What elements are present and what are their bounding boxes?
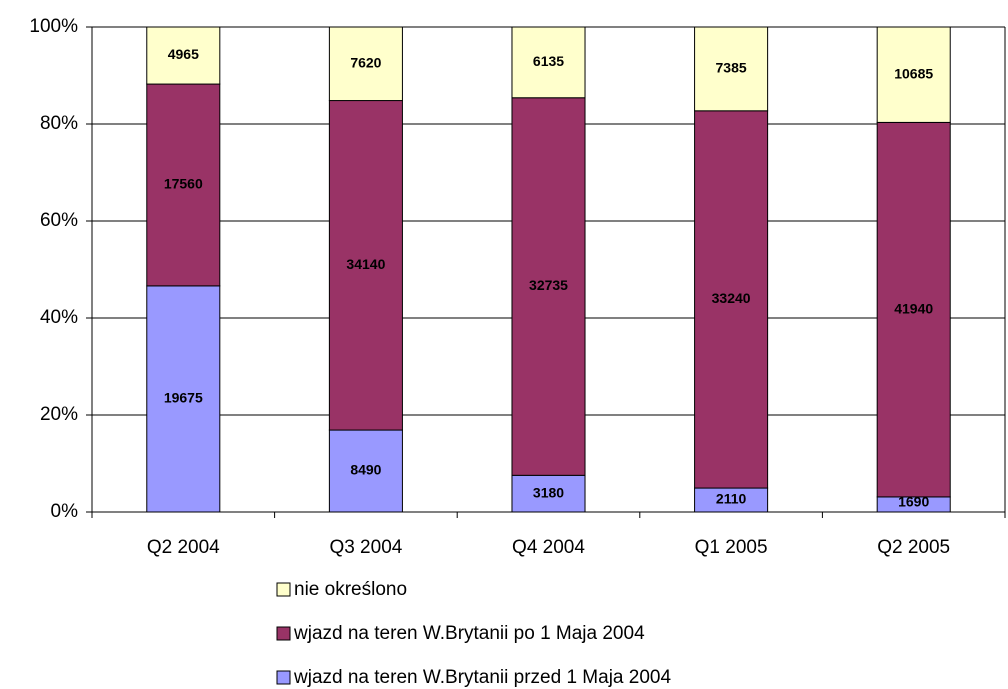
bar-segment bbox=[511, 474, 586, 513]
x-tick-label: Q2 2004 bbox=[147, 537, 220, 558]
data-label: 32735 bbox=[529, 277, 568, 293]
bar-segment bbox=[146, 26, 221, 85]
bar-segment bbox=[694, 26, 769, 112]
data-label: 17560 bbox=[164, 176, 203, 192]
data-label: 41940 bbox=[894, 300, 933, 316]
x-tick-label: Q3 2004 bbox=[329, 537, 402, 558]
data-label: 10685 bbox=[894, 65, 933, 81]
y-tick-label: 100% bbox=[29, 16, 78, 37]
data-label: 4965 bbox=[168, 46, 199, 62]
bar-segment bbox=[328, 100, 403, 431]
data-label: 33240 bbox=[712, 290, 751, 306]
data-label: 1690 bbox=[898, 494, 929, 510]
y-tick-label: 80% bbox=[40, 113, 78, 134]
data-label: 3180 bbox=[533, 484, 564, 500]
legend-label: wjazd na teren W.Brytanii przed 1 Maja 2… bbox=[293, 667, 671, 688]
data-label: 6135 bbox=[533, 53, 564, 69]
y-tick-label: 40% bbox=[40, 307, 78, 328]
data-label: 7620 bbox=[350, 54, 381, 70]
bar-segment bbox=[694, 110, 769, 489]
bar-segment bbox=[146, 285, 221, 513]
y-tick-label: 0% bbox=[51, 501, 79, 522]
data-label: 2110 bbox=[716, 491, 747, 507]
bar-segment bbox=[146, 83, 221, 287]
x-tick-label: Q2 2005 bbox=[877, 537, 950, 558]
data-label: 34140 bbox=[346, 256, 385, 272]
data-label: 7385 bbox=[716, 60, 747, 76]
legend-swatch bbox=[276, 582, 291, 597]
bar-segment bbox=[876, 121, 951, 498]
data-label: 8490 bbox=[350, 462, 381, 478]
y-tick-label: 20% bbox=[40, 404, 78, 425]
legend-label: wjazd na teren W.Brytanii po 1 Maja 2004 bbox=[293, 623, 645, 644]
bar-segment bbox=[328, 26, 403, 102]
bar-segment bbox=[511, 97, 586, 476]
bar-segment bbox=[511, 26, 586, 99]
legend-swatch bbox=[276, 670, 291, 685]
x-tick-label: Q1 2005 bbox=[695, 537, 768, 558]
y-tick-label: 60% bbox=[40, 210, 78, 231]
legend-swatch bbox=[276, 626, 291, 641]
x-tick-label: Q4 2004 bbox=[512, 537, 585, 558]
bar-segment bbox=[876, 26, 951, 123]
legend-label: nie określono bbox=[294, 579, 407, 600]
data-label: 19675 bbox=[164, 390, 203, 406]
